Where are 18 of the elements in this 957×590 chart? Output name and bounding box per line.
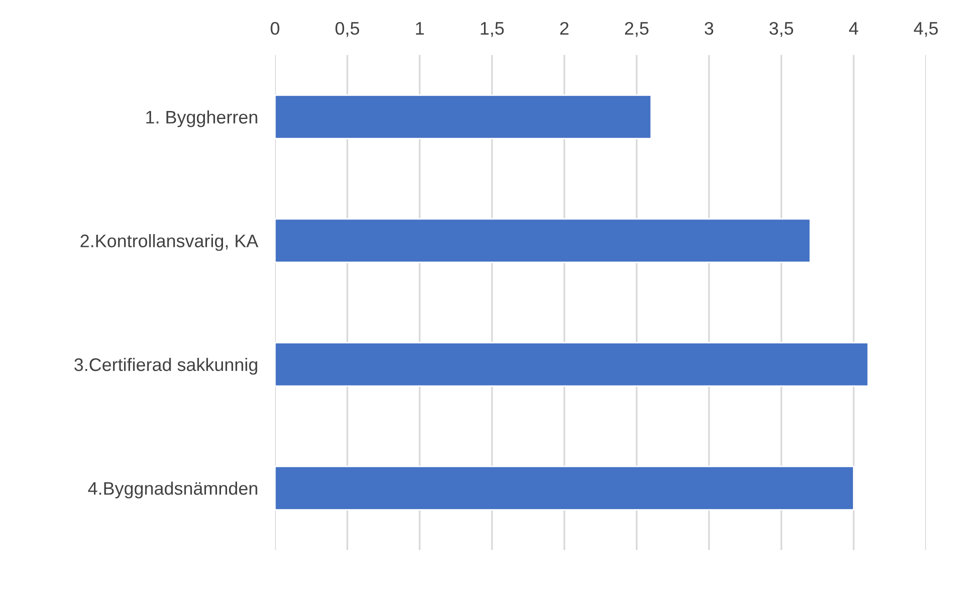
bar bbox=[275, 466, 854, 510]
x-tick-label: 0,5 bbox=[335, 22, 360, 37]
bar bbox=[275, 218, 811, 263]
y-tick-label: 4.Byggnadsnämnden bbox=[88, 482, 258, 498]
x-tick-label: 4 bbox=[849, 22, 858, 35]
x-tick-label: 2,5 bbox=[625, 22, 648, 37]
x-tick-label: 3 bbox=[704, 22, 714, 35]
y-tick-label: 1. Byggherren bbox=[146, 110, 258, 128]
bar bbox=[275, 342, 869, 387]
x-tick-label: 4,5 bbox=[914, 22, 938, 37]
x-tick-label: 1,5 bbox=[480, 22, 504, 37]
bar bbox=[275, 94, 652, 140]
x-tick-label: 0 bbox=[270, 22, 280, 35]
x-tick-label: 3,5 bbox=[769, 22, 794, 37]
x-tick-label: 1 bbox=[416, 22, 424, 35]
x-tick-label: 2 bbox=[560, 22, 568, 35]
y-tick-label: 2.Kontrollansvarig, KA bbox=[80, 234, 258, 251]
y-tick-label: 3.Certifierad sakkunnig bbox=[74, 358, 258, 375]
